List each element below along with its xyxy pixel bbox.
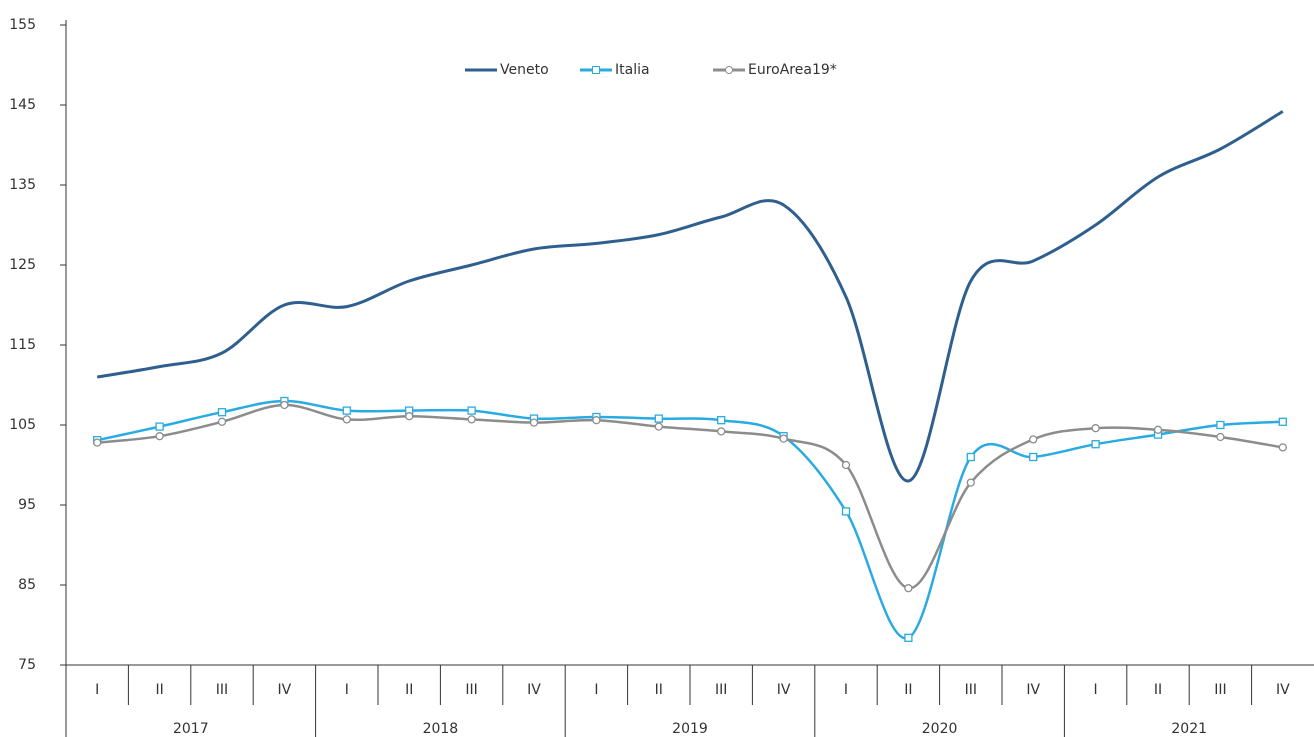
marker <box>841 507 851 516</box>
x-tick-label: IV <box>527 682 541 698</box>
y-tick-label: 75 <box>18 657 36 673</box>
marker <box>1091 440 1100 449</box>
marker <box>280 400 289 410</box>
x-tick-label: I <box>345 682 349 698</box>
x-tick-label: II <box>904 682 912 698</box>
y-tick-label: 85 <box>18 577 36 593</box>
legend-label: Italia <box>615 62 650 78</box>
y-tick-label: 115 <box>9 337 36 353</box>
y-tick-label: 125 <box>9 257 36 273</box>
marker <box>342 406 351 415</box>
marker <box>217 417 227 426</box>
marker <box>966 478 975 487</box>
x-group-label: 2019 <box>672 721 708 737</box>
marker <box>405 412 414 421</box>
legend-label: EuroArea19* <box>748 62 837 78</box>
x-tick-label: III <box>965 682 977 698</box>
x-tick-label: I <box>844 682 848 698</box>
marker <box>1216 420 1225 430</box>
marker <box>904 633 913 642</box>
x-tick-label: I <box>594 682 598 698</box>
marker <box>1029 435 1038 444</box>
marker <box>717 416 726 425</box>
x-tick-label: IV <box>1276 682 1290 698</box>
y-tick-label: 155 <box>9 17 36 33</box>
x-tick-label: I <box>1094 682 1098 698</box>
marker <box>1091 424 1100 433</box>
x-group-label: 2020 <box>922 721 958 737</box>
x-tick-label: IV <box>278 682 292 698</box>
marker <box>467 406 476 415</box>
y-tick-label: 145 <box>9 97 36 113</box>
marker <box>841 460 851 470</box>
marker <box>779 434 788 443</box>
y-tick-label: 135 <box>9 177 36 193</box>
legend-label: Veneto <box>500 62 549 78</box>
marker <box>1216 432 1225 442</box>
x-tick-label: II <box>1154 682 1162 698</box>
series-line <box>96 110 1284 483</box>
y-tick-label: 95 <box>18 497 36 513</box>
marker <box>342 415 351 424</box>
x-tick-label: III <box>715 682 727 698</box>
marker <box>966 452 975 462</box>
marker <box>717 427 726 436</box>
x-group-label: 2021 <box>1171 721 1207 737</box>
x-tick-label: II <box>655 682 663 698</box>
x-tick-label: IV <box>1026 682 1040 698</box>
series-line <box>96 399 1283 640</box>
marker <box>904 584 913 593</box>
marker <box>93 438 102 447</box>
marker <box>529 418 539 427</box>
marker <box>155 422 164 431</box>
legend-marker <box>725 66 733 74</box>
x-tick-label: III <box>216 682 228 698</box>
x-tick-label: IV <box>777 682 791 698</box>
marker <box>1153 425 1163 434</box>
x-group-label: 2018 <box>423 721 459 737</box>
x-tick-label: III <box>1214 682 1226 698</box>
marker <box>1029 452 1038 462</box>
series-line <box>97 403 1284 590</box>
marker <box>654 414 663 423</box>
x-tick-label: III <box>465 682 477 698</box>
x-tick-label: II <box>155 682 163 698</box>
marker <box>1278 417 1287 426</box>
x-group-label: 2017 <box>173 721 209 737</box>
y-tick-label: 105 <box>9 417 36 433</box>
marker <box>217 408 227 417</box>
legend-marker <box>592 66 600 74</box>
marker <box>467 415 476 424</box>
x-tick-label: II <box>405 682 413 698</box>
marker <box>654 422 663 431</box>
marker <box>1278 443 1287 452</box>
marker <box>155 432 164 441</box>
marker <box>592 416 601 425</box>
x-tick-label: I <box>95 682 99 698</box>
